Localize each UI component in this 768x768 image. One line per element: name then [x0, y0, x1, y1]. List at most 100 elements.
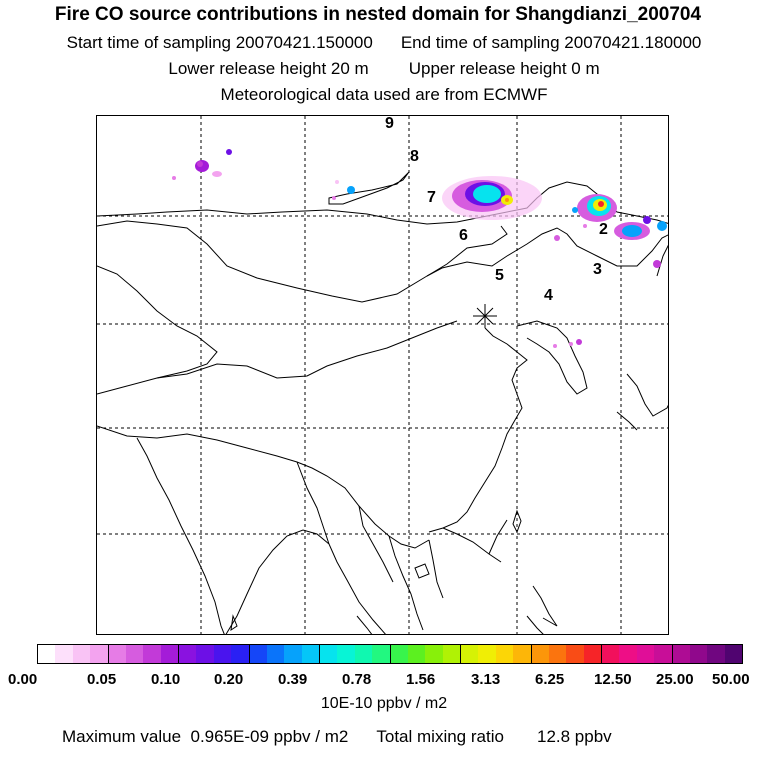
color-scale-cell: [531, 645, 549, 663]
summary-line: Maximum value 0.965E-09 ppbv / m2 Total …: [62, 727, 612, 747]
fire-plume: [212, 171, 222, 177]
color-scale-cell: [425, 645, 443, 663]
color-scale-cell: [654, 645, 673, 663]
color-scale-cell: [583, 645, 602, 663]
color-scale-cell: [213, 645, 232, 663]
trajectory-label: 5: [495, 267, 504, 284]
india-coast: [136, 437, 225, 634]
scale-tick: 0.78: [342, 671, 372, 688]
color-scale-cell: [619, 645, 637, 663]
trajectory-labels: 2 3 4 5 6 7 8 9: [385, 116, 608, 304]
philippines: [526, 585, 558, 634]
scale-tick: 0.39: [278, 671, 308, 688]
color-scale-cell: [442, 645, 461, 663]
hainan: [414, 563, 430, 579]
fire-plume: [583, 224, 587, 228]
map-panel: 2 3 4 5 6 7 8 9: [96, 115, 669, 635]
trajectory-label: 4: [544, 287, 553, 304]
malay-coast: [356, 615, 373, 634]
color-scale-cell: [231, 645, 250, 663]
upper-release-height: Upper release height 0 m: [408, 59, 600, 78]
scale-tick: 50.00: [712, 671, 750, 688]
fire-plume: [553, 344, 557, 348]
fire-plume: [505, 198, 509, 202]
coastlines: [97, 171, 668, 634]
scale-tick: 12.50: [594, 671, 632, 688]
sampling-times: Start time of sampling 20070421.150000 En…: [0, 33, 768, 53]
color-scale-cell: [724, 645, 742, 663]
bay-of-bengal: [225, 529, 330, 634]
end-time: End time of sampling 20070421.180000: [400, 33, 702, 52]
china-south-coast: [442, 519, 508, 563]
lower-release-height: Lower release height 20 m: [168, 59, 369, 78]
sri-lanka: [230, 614, 238, 632]
color-scale-cell: [566, 645, 584, 663]
color-scale-cell: [495, 645, 514, 663]
color-scale-cell: [636, 645, 655, 663]
color-scale-cell: [320, 645, 338, 663]
color-scale-cell: [548, 645, 567, 663]
color-scale-cell: [689, 645, 708, 663]
fire-plume: [622, 225, 642, 237]
graticule: [97, 116, 668, 634]
scale-tick: 3.13: [471, 671, 501, 688]
total-mixing-label: Total mixing ratio: [376, 727, 504, 746]
color-scale-cell: [55, 645, 73, 663]
fire-plume: [598, 201, 604, 207]
trajectory-label: 3: [593, 261, 602, 278]
color-scale-cell: [38, 645, 56, 663]
color-scale-cell: [354, 645, 373, 663]
color-scale-cell: [125, 645, 144, 663]
trajectory-label: 8: [410, 148, 419, 165]
color-scale-cell: [72, 645, 91, 663]
scale-tick: 0.10: [151, 671, 181, 688]
color-scale-cell: [90, 645, 109, 663]
color-scale-cell: [284, 645, 302, 663]
trajectory-label: 2: [599, 221, 608, 238]
indochina-coast: [328, 535, 444, 634]
color-scale-cell: [143, 645, 161, 663]
fire-plume: [569, 342, 573, 346]
color-scale-cell: [196, 645, 214, 663]
start-time: Start time of sampling 20070421.150000: [66, 33, 373, 52]
fire-plume: [643, 216, 651, 224]
fire-plume: [576, 339, 582, 345]
max-value-label: Maximum value: [62, 727, 182, 746]
fire-plume: [226, 149, 232, 155]
fire-plume: [332, 196, 336, 200]
fire-contributions: [172, 149, 667, 348]
scale-tick: 1.56: [406, 671, 436, 688]
sakhalin-coast: [656, 244, 668, 277]
color-scale-cell: [249, 645, 267, 663]
color-scale-cell: [407, 645, 426, 663]
map-canvas: 2 3 4 5 6 7 8 9: [97, 116, 668, 634]
fire-plume: [335, 180, 339, 184]
release-heights: Lower release height 20 m Upper release h…: [0, 59, 768, 79]
fire-plume: [172, 176, 176, 180]
kazakh-border: [97, 265, 218, 395]
scale-tick: 0.20: [214, 671, 244, 688]
mongolia-border: [97, 220, 508, 303]
fire-plume: [653, 260, 661, 268]
trajectory-label: 7: [427, 189, 436, 206]
color-scale-bar: [37, 644, 743, 664]
max-value: 0.965E-09 ppbv / m2: [190, 727, 349, 746]
japan-coast: [616, 373, 668, 431]
units-label: 10E-10 ppbv / m2: [320, 695, 448, 712]
color-scale-cell: [672, 645, 690, 663]
color-scale-cell: [266, 645, 285, 663]
fire-plume: [554, 235, 560, 241]
color-scale-cell: [160, 645, 179, 663]
taimyr-peninsula: [328, 171, 410, 205]
scale-tick: 0.05: [87, 671, 117, 688]
trajectory-label: 9: [385, 116, 394, 132]
fire-plume: [197, 161, 203, 167]
color-scale-cell: [301, 645, 320, 663]
color-scale-cell: [461, 645, 479, 663]
bohai-coast: [428, 327, 528, 533]
fire-plume: [572, 207, 578, 213]
color-scale-cell: [513, 645, 532, 663]
fire-plume: [347, 186, 355, 194]
color-scale-cell: [108, 645, 126, 663]
trajectory-label: 6: [459, 227, 468, 244]
